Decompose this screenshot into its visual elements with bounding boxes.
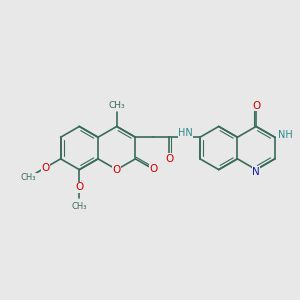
Text: NH: NH (278, 130, 292, 140)
Text: N: N (252, 167, 260, 177)
Text: O: O (166, 154, 174, 164)
Text: O: O (149, 164, 158, 174)
Text: HN: HN (178, 128, 193, 138)
Text: O: O (112, 165, 121, 175)
Text: CH₃: CH₃ (21, 173, 36, 182)
Text: O: O (41, 163, 50, 173)
Text: CH₃: CH₃ (72, 202, 87, 211)
Text: O: O (75, 182, 83, 192)
Text: CH₃: CH₃ (108, 101, 125, 110)
Text: O: O (252, 101, 260, 111)
